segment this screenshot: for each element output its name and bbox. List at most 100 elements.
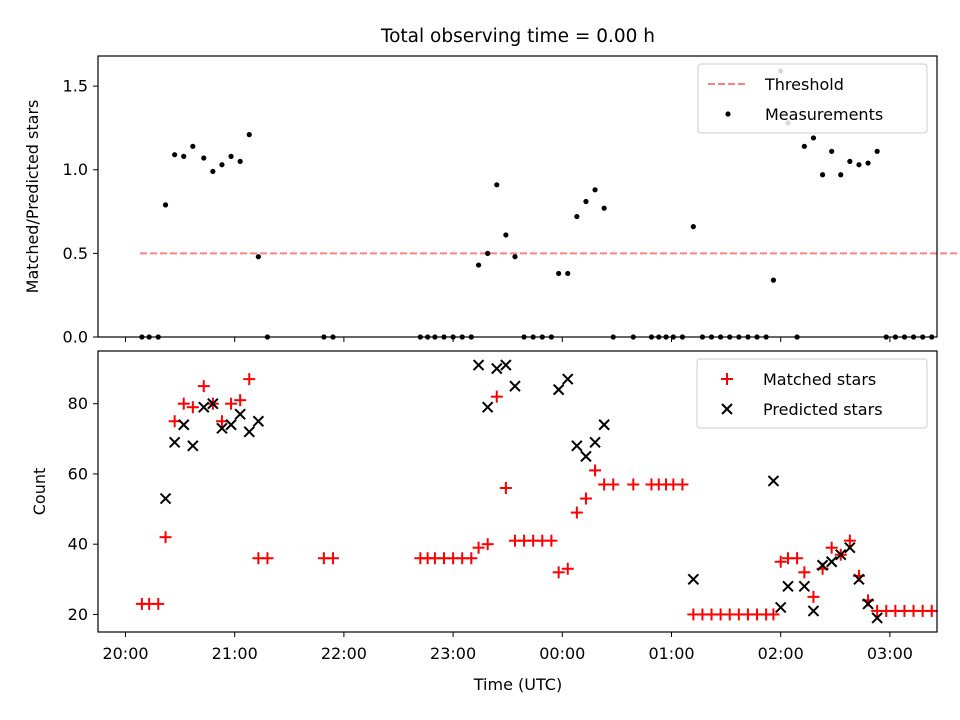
matched-star-marker — [570, 506, 583, 519]
predicted-star-marker — [500, 359, 512, 371]
bottom-y-tick-label: 60 — [68, 464, 88, 483]
measurement-point — [847, 158, 853, 164]
measurement-point — [503, 232, 509, 238]
predicted-star-marker — [687, 573, 700, 586]
matched-star-marker — [225, 397, 238, 410]
bottom-x-tick-label: 23:00 — [430, 644, 476, 663]
bottom-axes-frame — [97, 350, 938, 633]
measurement-point — [574, 213, 580, 220]
measurement-point — [512, 254, 518, 260]
predicted-star-marker — [198, 401, 210, 413]
measurement-point — [494, 182, 500, 188]
matched-star-marker — [561, 562, 574, 575]
measurement-point — [172, 152, 178, 158]
bottom-y-ticks: 20 40 60 80 — [68, 394, 98, 624]
predicted-star-marker — [472, 359, 485, 371]
measurement-point — [819, 172, 826, 178]
measurement-point — [228, 153, 234, 159]
predicted-star-marker — [798, 580, 811, 593]
top-y-axis-label: Matched/Predicted stars — [23, 100, 42, 294]
matched-star-marker — [774, 555, 787, 568]
matched-stars-legend-label: Matched stars — [763, 370, 876, 389]
top-y-ticks: 0.0 0.5 1.0 1.5 — [63, 77, 98, 347]
predicted-star-marker — [252, 415, 265, 427]
measurement-point — [162, 202, 169, 208]
matched-star-marker — [465, 552, 478, 565]
predicted-star-marker — [509, 380, 521, 392]
matched-star-marker — [186, 401, 199, 414]
predicted-star-marker — [216, 422, 228, 434]
bottom-x-ticks: 20:00 21:00 22:00 23:00 00:00 01:00 02:00 03:00… — [102, 632, 913, 663]
bottom-x-tick-label: 03:00 — [867, 644, 913, 663]
predicted-star-marker — [552, 383, 565, 396]
matched-star-marker — [825, 541, 838, 554]
matched-star-marker — [545, 534, 558, 547]
bottom-x-tick-label: 02:00 — [758, 644, 804, 663]
measurement-point — [565, 270, 571, 277]
predicted-star-marker — [580, 450, 592, 463]
top-y-tick-label: 0.5 — [63, 244, 88, 263]
measurement-point — [829, 148, 835, 154]
threshold-legend-label: Threshold — [764, 75, 844, 94]
measurement-point — [601, 205, 607, 211]
matched-star-marker — [798, 566, 811, 579]
matched-star-marker — [177, 397, 190, 410]
measurement-point — [201, 155, 207, 161]
matched-star-marker — [676, 478, 689, 491]
predicted-star-marker — [853, 573, 865, 586]
top-legend: Threshold Measurements — [697, 63, 928, 134]
matched-star-marker — [326, 552, 339, 565]
bottom-x-tick-label: 22:00 — [321, 644, 367, 663]
predicted-star-marker — [589, 436, 601, 449]
predicted-star-marker — [243, 426, 255, 438]
measurements-legend-label: Measurements — [765, 105, 883, 124]
predicted-star-marker — [816, 559, 829, 571]
matched-star-marker — [481, 538, 494, 551]
matched-star-marker — [791, 552, 804, 565]
predicted-star-marker — [159, 492, 172, 505]
top-y-tick-label: 1.0 — [63, 160, 88, 179]
measurement-point — [246, 132, 252, 138]
bottom-panel: 20 40 60 80 20:00 21:00 22:00 23:00 00:00 01:00 0… — [30, 350, 938, 694]
bottom-legend-frame — [696, 358, 928, 429]
matched-star-marker — [168, 415, 181, 428]
measurement-point — [838, 172, 844, 178]
bottom-x-tick-label: 20:00 — [102, 644, 148, 663]
predicted-star-marker — [491, 362, 503, 375]
matched-star-marker — [767, 608, 780, 621]
predicted-star-marker — [234, 408, 246, 420]
bottom-x-tick-label: 00:00 — [539, 644, 585, 663]
predicted-star-marker — [825, 556, 838, 568]
matched-star-marker — [243, 373, 256, 386]
predicted-star-marker — [187, 440, 199, 452]
top-y-tick-label: 1.5 — [63, 77, 88, 96]
measurement-point — [592, 187, 598, 193]
top-legend-frame — [697, 63, 928, 134]
predicted-stars-legend-label: Predicted stars — [763, 400, 883, 419]
matched-star-marker — [215, 415, 228, 428]
top-axes-frame — [97, 55, 938, 338]
matched-star-marker — [925, 604, 938, 617]
predicted-star-marker — [871, 612, 883, 624]
measurement-point — [255, 254, 261, 260]
matched-star-marker — [589, 464, 602, 477]
matched-star-marker — [152, 597, 165, 610]
matched-star-marker — [234, 394, 247, 407]
measurement-point — [219, 162, 225, 168]
matched-star-marker — [261, 552, 274, 565]
measurement-point — [556, 270, 562, 277]
matched-star-marker — [627, 478, 640, 491]
measurements-legend-handle — [725, 111, 731, 117]
predicted-star-marker — [207, 397, 219, 410]
bottom-y-axis-label: Count — [30, 468, 49, 516]
predicted-star-marker — [807, 605, 820, 617]
predicted-stars-legend-handle — [721, 403, 733, 415]
bottom-y-tick-label: 40 — [68, 535, 88, 554]
matched-star-marker — [490, 390, 503, 403]
predicted-star-marker — [481, 401, 494, 413]
matched-star-marker — [579, 492, 592, 505]
top-panel: 0.0 0.5 1.0 1.5 Matched/Predicted stars Thr… — [23, 55, 960, 347]
predicted-star-marker — [782, 580, 794, 593]
measurement-point — [583, 198, 589, 205]
